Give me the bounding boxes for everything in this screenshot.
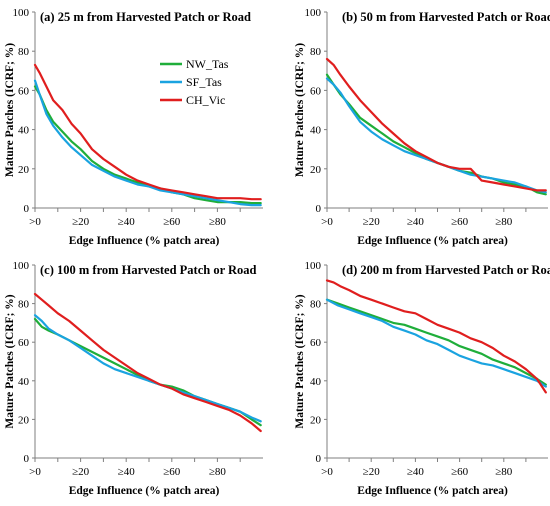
series-line-sf-tas <box>325 298 547 388</box>
x-tick-label: >0 <box>29 216 41 228</box>
panel-d: 0 20 40 60 80 100 >0 ≥20 ≥40 ≥60 ≥80 (d) 200 m from… <box>294 260 550 497</box>
y-axis-title: Mature Patches (ICRF; %) <box>294 43 306 177</box>
legend: NW_Tas SF_Tas CH_Vic <box>160 57 229 107</box>
y-tick-label: 40 <box>18 376 30 388</box>
y-tick-label: 0 <box>24 453 30 465</box>
y-tick-label: 100 <box>13 7 30 19</box>
y-tick-label: 100 <box>305 260 322 272</box>
x-tick-label: ≥60 <box>451 466 469 478</box>
series-line-sf-tas <box>33 314 262 423</box>
x-tick-label: ≥60 <box>451 216 469 228</box>
series-line-sf-tas <box>325 77 547 194</box>
x-tick-label: ≥60 <box>163 216 181 228</box>
y-tick-label: 40 <box>310 376 322 388</box>
y-tick-label: 60 <box>310 85 322 97</box>
series-line-ch-vic <box>33 292 262 433</box>
y-tick-label: 0 <box>24 203 30 215</box>
x-tick-label: >0 <box>321 466 333 478</box>
x-tick-label: ≥20 <box>363 466 381 478</box>
x-tick-label: ≥40 <box>118 466 136 478</box>
x-axis-title: Edge Influence (% patch area) <box>357 485 508 497</box>
y-tick-label: 60 <box>18 337 30 349</box>
y-axis-title: Mature Patches (ICRF; %) <box>4 43 16 177</box>
x-tick-label: ≥20 <box>72 466 90 478</box>
legend-label: NW_Tas <box>186 57 229 71</box>
x-tick-label: ≥80 <box>209 216 227 228</box>
y-tick-label: 20 <box>310 414 322 426</box>
x-tick-label: ≥80 <box>495 466 513 478</box>
y-tick-label: 20 <box>310 164 322 176</box>
y-tick-label: 20 <box>18 414 30 426</box>
y-tick-label: 80 <box>18 299 30 311</box>
x-tick-label: >0 <box>321 216 333 228</box>
series-line-sf-tas <box>33 79 262 207</box>
series-line-ch-vic <box>325 57 547 192</box>
y-tick-label: 100 <box>13 260 30 272</box>
series-line-ch-vic <box>325 279 547 394</box>
panel-title: (b) 50 m from Harvested Patch or Road <box>342 10 550 24</box>
x-axis-title: Edge Influence (% patch area) <box>69 485 220 497</box>
y-tick-label: 80 <box>310 46 322 58</box>
x-tick-label: ≥80 <box>495 216 513 228</box>
y-tick-label: 60 <box>18 85 30 97</box>
y-axis-title: Mature Patches (ICRF; %) <box>4 294 16 428</box>
series-line-nw-tas <box>325 73 547 196</box>
y-tick-label: 0 <box>316 203 322 215</box>
panel-a: 0 20 40 60 80 100 >0 ≥20 ≥40 ≥60 ≥80 (a) 25 m from … <box>4 7 263 247</box>
panel-title: (d) 200 m from Harvested Patch or Road <box>342 263 550 277</box>
panel-c: 0 20 40 60 80 100 >0 ≥20 ≥40 ≥60 ≥80 (c) 100 m from… <box>4 260 263 497</box>
y-tick-label: 20 <box>18 164 30 176</box>
y-tick-label: 40 <box>310 125 322 137</box>
x-tick-label: ≥20 <box>72 216 90 228</box>
y-tick-label: 100 <box>305 7 322 19</box>
x-tick-label: ≥20 <box>363 216 381 228</box>
panel-title: (a) 25 m from Harvested Patch or Road <box>40 10 251 24</box>
series-line-nw-tas <box>325 298 547 386</box>
y-tick-label: 40 <box>18 125 30 137</box>
legend-label: CH_Vic <box>186 93 225 107</box>
x-axis-title: Edge Influence (% patch area) <box>69 235 220 247</box>
x-tick-label: ≥60 <box>163 466 181 478</box>
x-tick-label: >0 <box>29 466 41 478</box>
x-axis-title: Edge Influence (% patch area) <box>357 235 508 247</box>
y-axis-title: Mature Patches (ICRF; %) <box>294 294 306 428</box>
panel-title: (c) 100 m from Harvested Patch or Road <box>40 263 257 277</box>
y-tick-label: 0 <box>316 453 322 465</box>
panel-b: 0 20 40 60 80 100 >0 ≥20 ≥40 ≥60 ≥80 (b) 50 m from … <box>294 7 550 247</box>
y-tick-label: 60 <box>310 337 322 349</box>
x-tick-label: ≥80 <box>209 466 227 478</box>
series-line-ch-vic <box>33 63 262 201</box>
series-line-nw-tas <box>33 85 262 205</box>
x-tick-label: ≥40 <box>118 216 136 228</box>
x-tick-label: ≥40 <box>407 466 425 478</box>
legend-label: SF_Tas <box>186 75 222 89</box>
y-tick-label: 80 <box>310 299 322 311</box>
x-tick-label: ≥40 <box>407 216 425 228</box>
y-tick-label: 80 <box>18 46 30 58</box>
